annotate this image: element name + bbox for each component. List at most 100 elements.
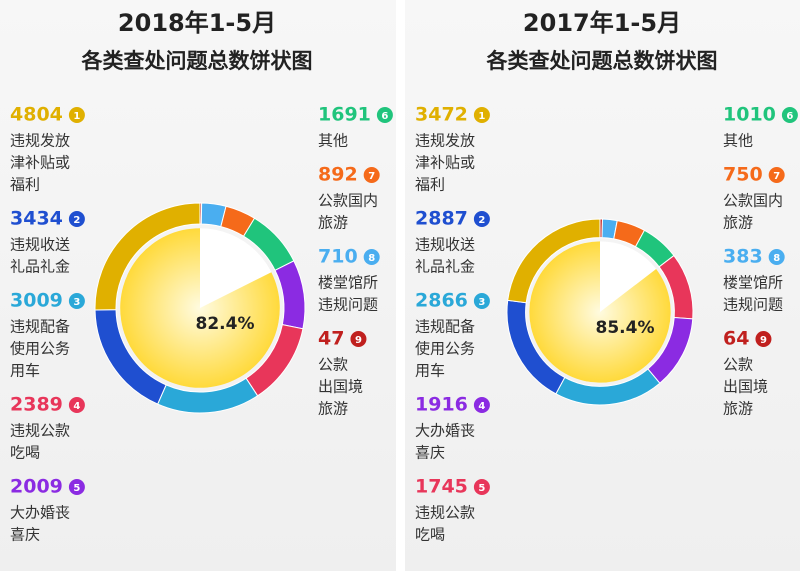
- rank-number: 1: [73, 111, 80, 122]
- legend-label: 津补贴或: [415, 154, 475, 172]
- legend-label: 福利: [415, 176, 445, 194]
- legend-label: 违规公款: [10, 422, 70, 440]
- legend-value: 383: [723, 246, 763, 268]
- legend-label: 出国境: [318, 378, 363, 396]
- legend-label: 旅游: [318, 400, 348, 418]
- legend-label: 使用公务: [10, 340, 70, 358]
- legend-value: 710: [318, 246, 358, 268]
- rank-badge: [376, 107, 393, 123]
- rank-badge: [473, 293, 490, 309]
- rank-number: 3: [478, 297, 485, 308]
- rank-badge: [350, 331, 367, 347]
- rank-badge: [68, 293, 85, 309]
- legend-label: 津补贴或: [10, 154, 70, 172]
- legend-value: 892: [318, 164, 358, 186]
- legend-value: 1691: [318, 104, 371, 126]
- legend-value: 3009: [10, 290, 63, 312]
- legend-value: 47: [318, 328, 344, 350]
- legend-label: 用车: [10, 362, 40, 380]
- rank-number: 3: [73, 297, 80, 308]
- rank-number: 2: [478, 215, 485, 226]
- chart-subtitle: 各类查处问题总数饼状图: [81, 49, 313, 73]
- legend-label: 违规问题: [318, 296, 378, 314]
- legend-value: 3434: [10, 208, 63, 230]
- rank-badge: [473, 479, 490, 495]
- legend-value: 64: [723, 328, 749, 350]
- legend-label: 违规发放: [415, 132, 475, 150]
- legend-label: 其他: [723, 132, 753, 150]
- legend-label: 楼堂馆所: [318, 274, 378, 292]
- legend-label: 违规公款: [415, 504, 475, 522]
- rank-number: 4: [478, 401, 485, 412]
- legend-value: 2887: [415, 208, 468, 230]
- rank-number: 9: [760, 335, 767, 346]
- rank-number: 5: [73, 483, 80, 494]
- legend-label: 旅游: [723, 400, 753, 418]
- legend-label: 使用公务: [415, 340, 475, 358]
- legend-label: 违规配备: [10, 318, 70, 336]
- donut-segment: [94, 202, 201, 311]
- rank-number: 7: [773, 171, 780, 182]
- inner-share: [120, 228, 280, 388]
- legend-value: 2866: [415, 290, 468, 312]
- chart-title: 2017年1-5月: [523, 9, 681, 37]
- rank-number: 8: [773, 253, 780, 264]
- legend-label: 吃喝: [415, 526, 445, 544]
- rank-badge: [473, 397, 490, 413]
- legend-label: 大办婚丧: [415, 422, 475, 440]
- legend-label: 礼品礼金: [10, 258, 70, 276]
- rank-number: 8: [368, 253, 375, 264]
- rank-badge: [68, 479, 85, 495]
- rank-number: 7: [368, 171, 375, 182]
- rank-badge: [781, 107, 798, 123]
- legend-label: 其他: [318, 132, 348, 150]
- legend-label: 旅游: [318, 214, 348, 232]
- legend-label: 违规收送: [415, 236, 475, 254]
- legend-label: 福利: [10, 176, 40, 194]
- rank-number: 1: [478, 111, 485, 122]
- legend-value: 4804: [10, 104, 63, 126]
- rank-number: 9: [355, 335, 362, 346]
- rank-number: 6: [381, 111, 388, 122]
- legend-label: 礼品礼金: [415, 258, 475, 276]
- legend-value: 2389: [10, 394, 63, 416]
- legend-label: 违规收送: [10, 236, 70, 254]
- legend-label: 喜庆: [10, 526, 40, 544]
- legend-label: 公款: [723, 356, 753, 374]
- legend-value: 2009: [10, 476, 63, 498]
- legend-label: 公款: [318, 356, 348, 374]
- legend-label: 吃喝: [10, 444, 40, 462]
- legend-label: 违规发放: [10, 132, 70, 150]
- donut-segment: [507, 218, 601, 304]
- rank-badge: [68, 211, 85, 227]
- rank-number: 4: [73, 401, 80, 412]
- rank-badge: [363, 167, 380, 183]
- rank-badge: [473, 211, 490, 227]
- rank-badge: [768, 249, 785, 265]
- rank-number: 6: [786, 111, 793, 122]
- rank-number: 2: [73, 215, 80, 226]
- rank-badge: [755, 331, 772, 347]
- legend-value: 3472: [415, 104, 468, 126]
- chart-title: 2018年1-5月: [118, 9, 276, 37]
- rank-badge: [363, 249, 380, 265]
- rank-number: 5: [478, 483, 485, 494]
- legend-value: 1916: [415, 394, 468, 416]
- rank-badge: [68, 397, 85, 413]
- center-label: 82.4%: [196, 314, 255, 334]
- rank-badge: [68, 107, 85, 123]
- legend-label: 楼堂馆所: [723, 274, 783, 292]
- rank-badge: [768, 167, 785, 183]
- legend-label: 喜庆: [415, 444, 445, 462]
- legend-value: 750: [723, 164, 763, 186]
- legend-label: 用车: [415, 362, 445, 380]
- legend-label: 公款国内: [318, 192, 378, 210]
- legend-label: 违规问题: [723, 296, 783, 314]
- legend-value: 1010: [723, 104, 776, 126]
- legend-label: 违规配备: [415, 318, 475, 336]
- legend-label: 旅游: [723, 214, 753, 232]
- center-label: 85.4%: [596, 318, 655, 338]
- chart-subtitle: 各类查处问题总数饼状图: [486, 49, 718, 73]
- inner-share: [529, 241, 671, 383]
